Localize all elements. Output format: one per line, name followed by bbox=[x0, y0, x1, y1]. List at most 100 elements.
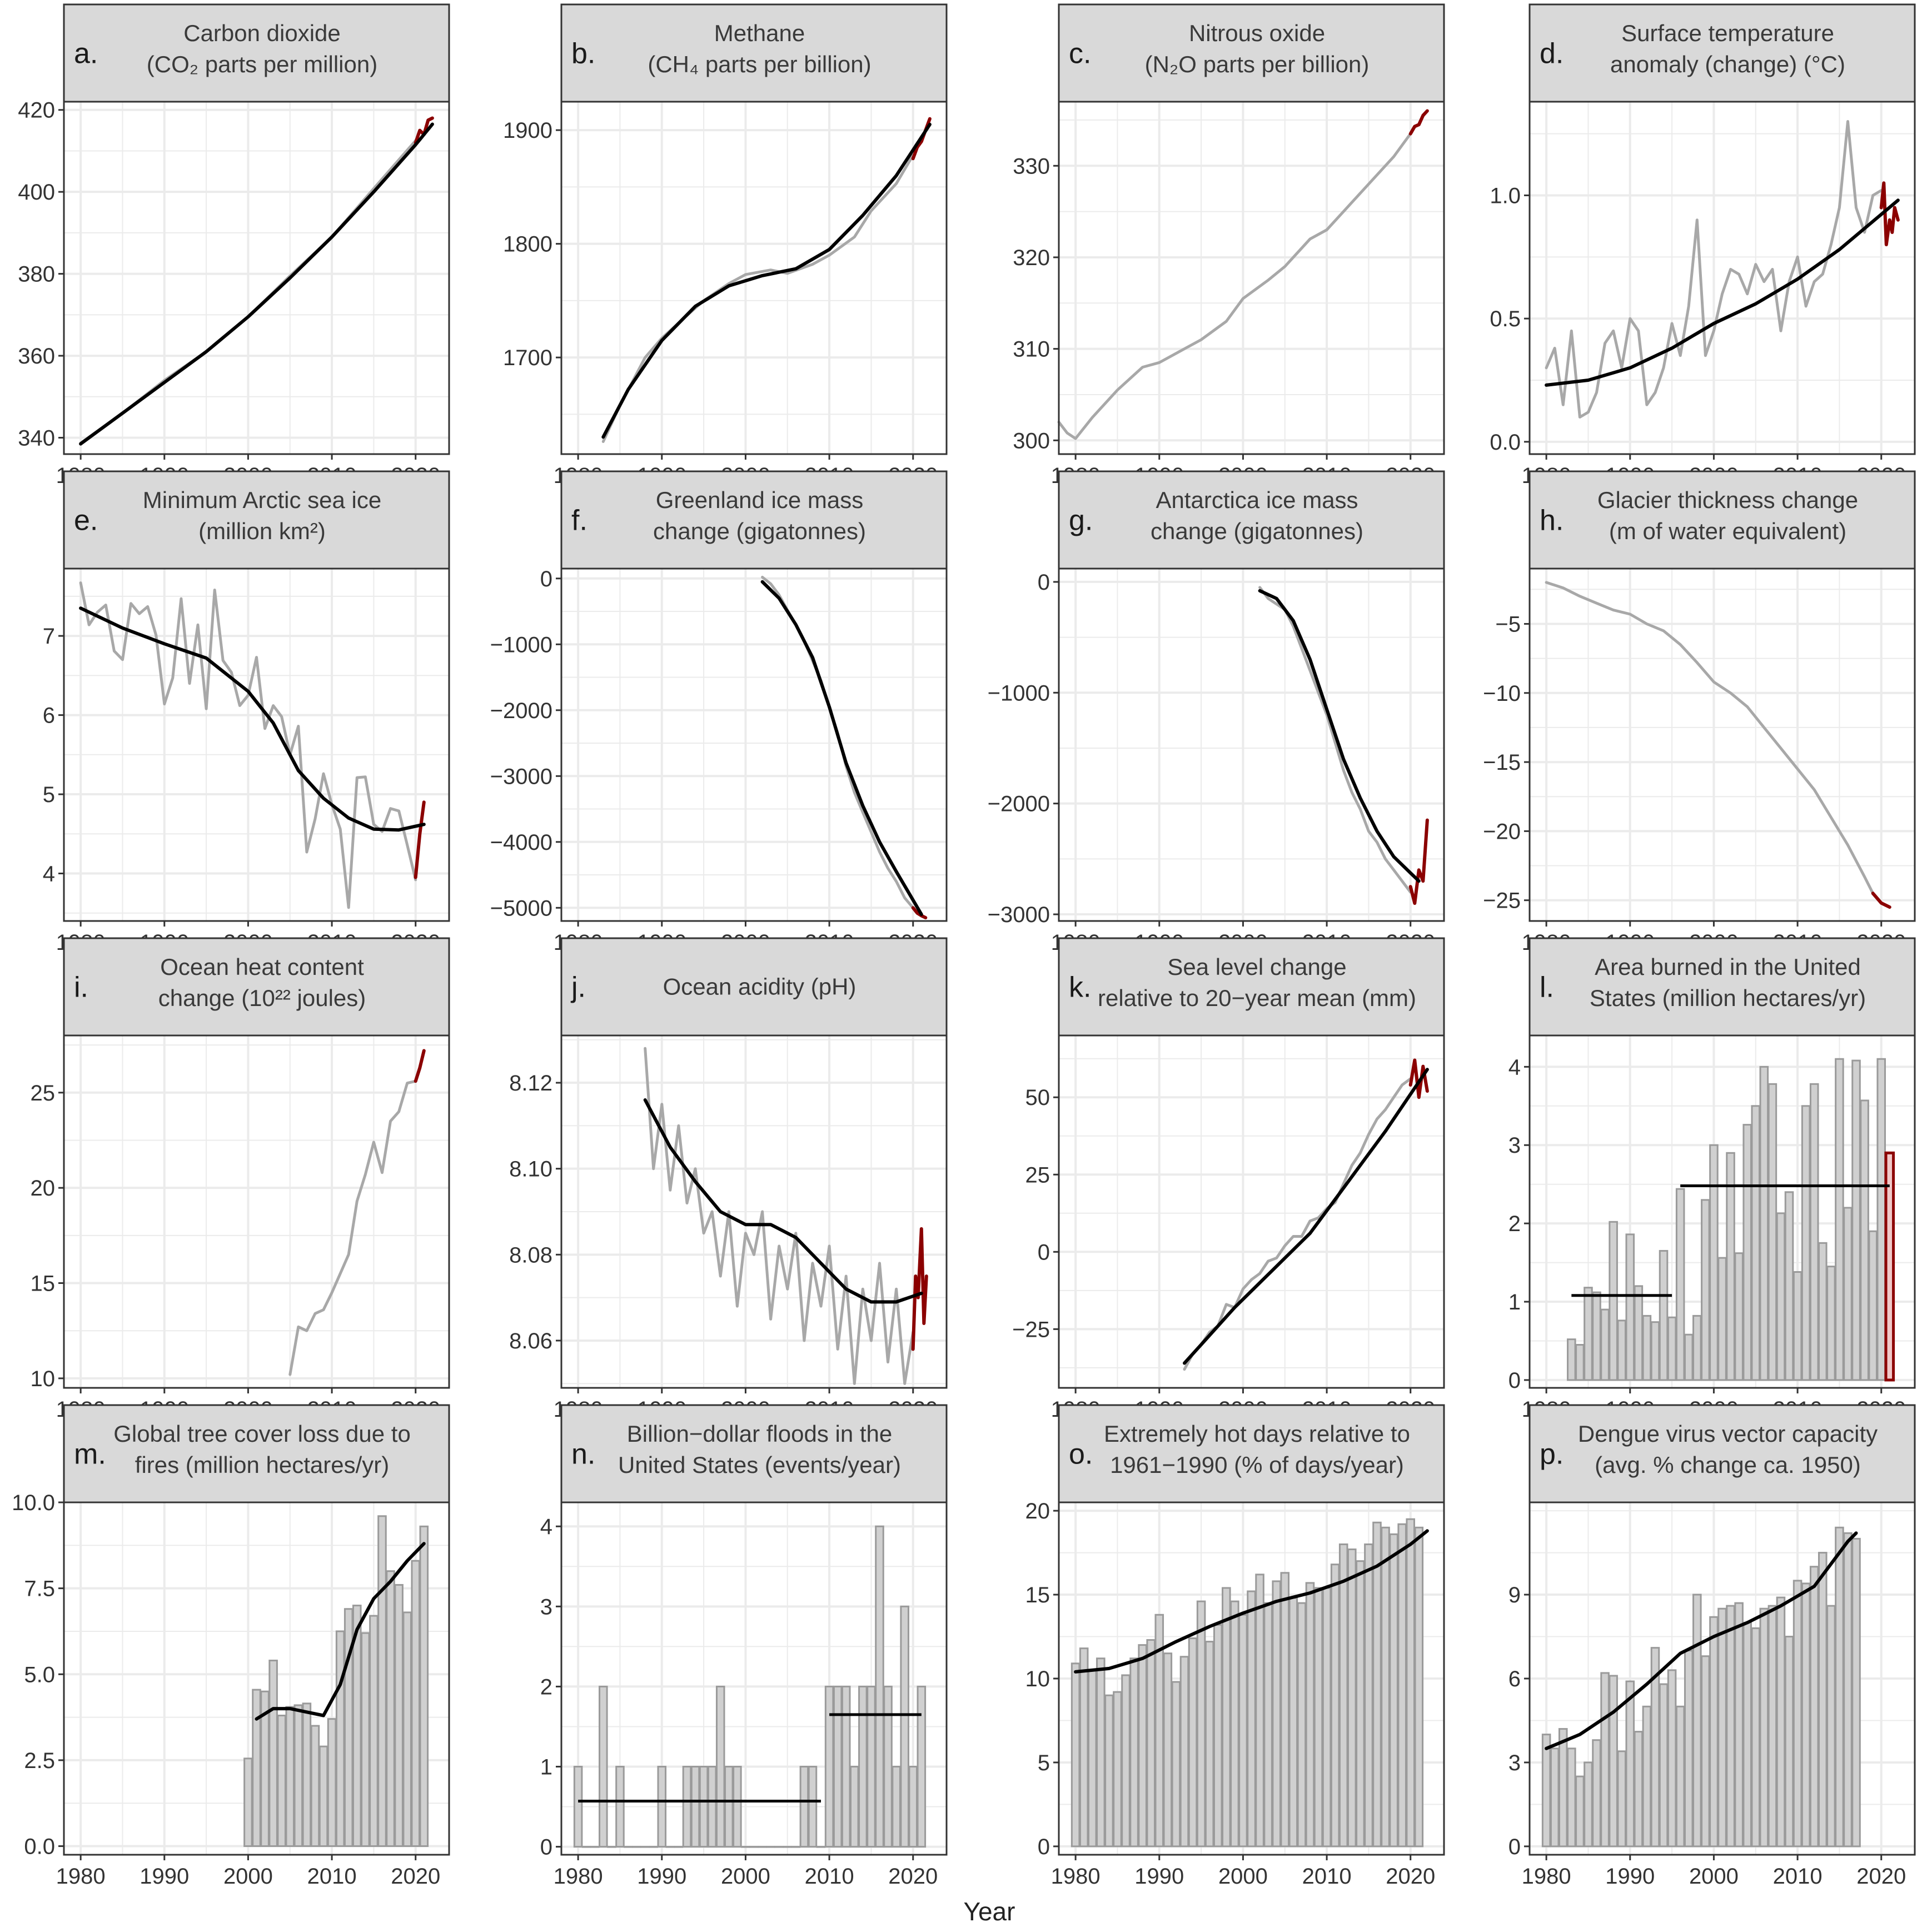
bar bbox=[1305, 1582, 1315, 1848]
bar bbox=[1087, 1669, 1097, 1848]
panel-n: n. Billion−dollar floods in the United Sta… bbox=[540, 1404, 948, 1889]
panel-d: d. Surface temperature anomaly (change) (°… bbox=[1490, 3, 1916, 488]
bar bbox=[799, 1766, 809, 1848]
y-tick-label: 330 bbox=[1013, 154, 1050, 178]
bar bbox=[335, 1630, 345, 1848]
y-tick-label: 7.5 bbox=[24, 1577, 55, 1601]
bar bbox=[285, 1706, 295, 1848]
bar bbox=[1717, 1257, 1727, 1381]
y-tick-label: 15 bbox=[31, 1272, 56, 1296]
y-tick-label: 0.0 bbox=[1490, 430, 1521, 455]
bar bbox=[1642, 1705, 1652, 1848]
bar bbox=[1642, 1314, 1652, 1381]
bar bbox=[419, 1525, 429, 1848]
bar bbox=[699, 1766, 709, 1848]
panel-border bbox=[560, 101, 948, 455]
y-tick-label: 9 bbox=[1508, 1583, 1521, 1607]
bar bbox=[1406, 1518, 1416, 1848]
bar bbox=[1843, 1532, 1853, 1848]
bar bbox=[1659, 1683, 1669, 1848]
panel-letter: d. bbox=[1540, 38, 1564, 70]
bar bbox=[624, 1846, 633, 1848]
panel-title-line: change (gigatonnes) bbox=[653, 518, 866, 544]
bar bbox=[1759, 1607, 1769, 1848]
bar bbox=[1684, 1650, 1694, 1848]
panel-letter: a. bbox=[74, 38, 98, 70]
bar bbox=[1196, 1600, 1206, 1848]
bar bbox=[302, 1702, 312, 1848]
recent-series-line bbox=[1408, 818, 1429, 905]
y-tick-label: 1 bbox=[1508, 1290, 1521, 1314]
y-tick-label: 20 bbox=[31, 1176, 56, 1201]
bar bbox=[1592, 1291, 1601, 1381]
y-tick-label: 1 bbox=[540, 1755, 552, 1780]
y-tick-label: 25 bbox=[1025, 1163, 1050, 1187]
bar bbox=[1154, 1614, 1164, 1848]
x-tick-label: 1990 bbox=[140, 1864, 189, 1889]
x-tick-label: 2020 bbox=[888, 1864, 938, 1889]
panel-border bbox=[63, 567, 450, 922]
y-tick-label: 1.0 bbox=[1490, 183, 1521, 208]
bar bbox=[1634, 1731, 1644, 1848]
bar bbox=[243, 1757, 253, 1848]
y-tick-label: −3000 bbox=[490, 764, 552, 789]
panel-border bbox=[1058, 1034, 1445, 1389]
bar bbox=[1851, 1537, 1861, 1848]
bar bbox=[1634, 1285, 1644, 1381]
trend-line bbox=[79, 606, 426, 832]
bar bbox=[411, 1560, 421, 1848]
panels-group: a. Carbon dioxide (CO₂ parts per million) 3… bbox=[12, 3, 1916, 1889]
panel-letter: m. bbox=[74, 1438, 106, 1471]
bar bbox=[1255, 1574, 1264, 1848]
panel-title-strip bbox=[63, 3, 450, 103]
bar bbox=[318, 1745, 328, 1848]
recent-series-line bbox=[911, 1227, 928, 1351]
panel-title-line: change (gigatonnes) bbox=[1151, 518, 1363, 544]
bar bbox=[1313, 1587, 1323, 1848]
bar bbox=[1726, 1605, 1735, 1848]
bar bbox=[1734, 1252, 1744, 1381]
observed-series-line bbox=[1057, 132, 1412, 440]
panel-letter: j. bbox=[570, 972, 586, 1004]
x-tick-label: 2010 bbox=[307, 1864, 357, 1889]
panel-title-line: (million km²) bbox=[198, 518, 326, 544]
plot-area bbox=[64, 1035, 449, 1388]
y-tick-label: 0 bbox=[1508, 1368, 1521, 1393]
bar bbox=[1213, 1624, 1223, 1848]
bar bbox=[361, 1632, 370, 1848]
bar bbox=[1809, 1566, 1819, 1848]
bar bbox=[1835, 1058, 1844, 1381]
bar bbox=[1625, 1680, 1635, 1848]
panel-border bbox=[1528, 101, 1916, 455]
bar bbox=[377, 1515, 387, 1848]
panel-title-strip bbox=[1058, 937, 1445, 1037]
panel-g: g. Antarctica ice mass change (gigatonnes)… bbox=[988, 470, 1445, 955]
trend-line bbox=[1258, 589, 1421, 883]
y-tick-label: −5000 bbox=[490, 896, 552, 920]
bar bbox=[599, 1685, 608, 1848]
bar bbox=[1179, 1656, 1189, 1848]
bar bbox=[1280, 1572, 1290, 1848]
panel-letter: f. bbox=[571, 505, 587, 537]
bar bbox=[892, 1766, 901, 1848]
bar bbox=[369, 1615, 379, 1848]
trend-line bbox=[79, 122, 434, 446]
bar bbox=[665, 1846, 675, 1848]
trend-line bbox=[1183, 1068, 1429, 1365]
bar bbox=[867, 1685, 876, 1848]
panel-f: f. Greenland ice mass change (gigatonnes) 0… bbox=[490, 470, 948, 955]
bar bbox=[1188, 1637, 1198, 1848]
bar bbox=[833, 1685, 843, 1848]
plot-area bbox=[1530, 569, 1915, 921]
y-tick-label: 4 bbox=[540, 1515, 552, 1539]
bar bbox=[615, 1766, 625, 1848]
panel-title-line: fires (million hectares/yr) bbox=[135, 1452, 389, 1478]
panel-title-line: (CH₄ parts per billion) bbox=[648, 51, 871, 77]
bar bbox=[607, 1846, 616, 1848]
bar bbox=[1592, 1739, 1601, 1848]
bar bbox=[1818, 1552, 1828, 1848]
x-tick-label: 2000 bbox=[721, 1864, 770, 1889]
y-tick-label: 0 bbox=[540, 567, 552, 591]
panel-title-line: Ocean acidity (pH) bbox=[663, 974, 857, 1000]
y-tick-label: 0 bbox=[1508, 1835, 1521, 1859]
